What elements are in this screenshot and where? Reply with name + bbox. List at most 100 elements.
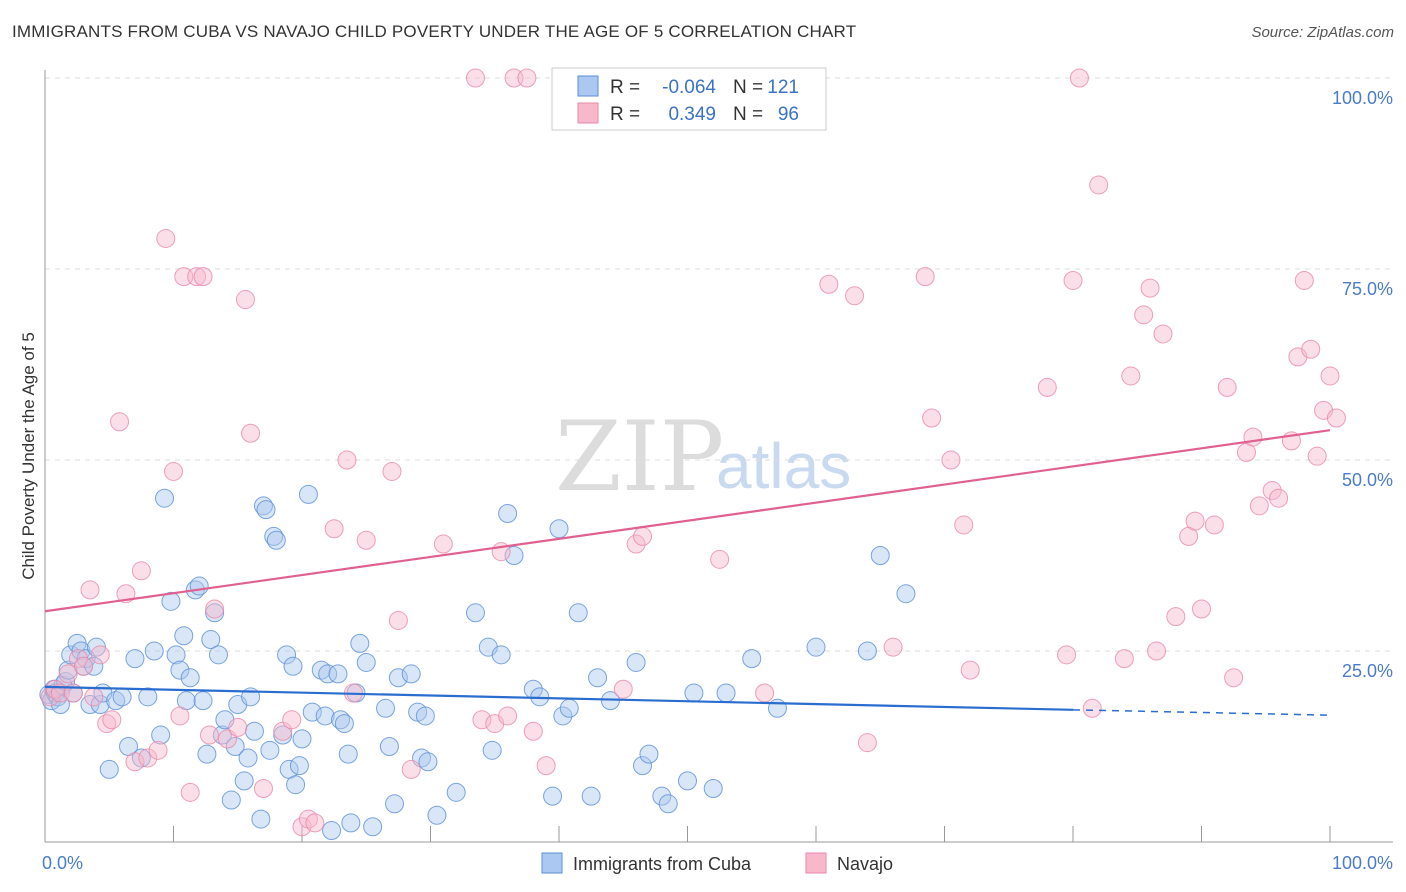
cuba-point-116 bbox=[742, 649, 762, 669]
navajo-point-61 bbox=[857, 733, 877, 753]
bottom-legend-swatch-navajo bbox=[805, 852, 827, 874]
navajo-point-79 bbox=[1153, 324, 1173, 344]
cuba-point-38 bbox=[193, 691, 213, 711]
series-navajo-points bbox=[40, 68, 1346, 837]
cuba-point-78 bbox=[356, 652, 376, 672]
legend-r-label-navajo: R = bbox=[610, 104, 640, 125]
bottom-legend-swatch-cuba bbox=[541, 852, 563, 874]
cuba-point-63 bbox=[289, 756, 309, 776]
navajo-point-63 bbox=[915, 267, 935, 287]
legend-r-value-navajo: 0.349 bbox=[668, 104, 716, 125]
cuba-point-29 bbox=[155, 488, 175, 508]
navajo-point-31 bbox=[253, 779, 273, 799]
cuba-point-114 bbox=[703, 779, 723, 799]
cuba-point-59 bbox=[277, 645, 297, 665]
navajo-point-83 bbox=[1192, 599, 1211, 619]
cuba-point-79 bbox=[363, 817, 383, 837]
cuba-point-121 bbox=[896, 584, 916, 604]
navajo-point-68 bbox=[1037, 377, 1057, 397]
navajo-point-24 bbox=[193, 267, 213, 287]
cuba-point-115 bbox=[716, 683, 736, 703]
navajo-point-17 bbox=[148, 740, 168, 760]
navajo-point-89 bbox=[1249, 496, 1269, 516]
legend-n-value-navajo: 96 bbox=[778, 104, 799, 125]
navajo-point-88 bbox=[1243, 427, 1263, 447]
navajo-point-44 bbox=[433, 534, 453, 554]
cuba-point-118 bbox=[806, 637, 826, 657]
navajo-point-64 bbox=[922, 408, 942, 428]
y-axis-title: Child Poverty Under the Age of 5 bbox=[19, 332, 38, 580]
cuba-point-74 bbox=[338, 744, 358, 764]
navajo-point-80 bbox=[1166, 607, 1186, 627]
cuba-point-32 bbox=[170, 660, 190, 680]
cuba-point-72 bbox=[331, 710, 351, 730]
navajo-point-34 bbox=[292, 817, 312, 837]
cuba-point-113 bbox=[684, 683, 704, 703]
navajo-point-19 bbox=[164, 461, 183, 481]
cuba-point-69 bbox=[318, 664, 338, 684]
navajo-point-99 bbox=[1326, 408, 1346, 428]
y-tick-label-50: 50.0% bbox=[1342, 470, 1393, 490]
legend-n-label-cuba: N = bbox=[733, 77, 763, 98]
navajo-point-96 bbox=[1307, 446, 1327, 466]
cuba-point-5 bbox=[50, 694, 70, 714]
navajo-point-45 bbox=[465, 68, 485, 88]
cuba-point-40 bbox=[201, 630, 221, 650]
cuba-point-108 bbox=[633, 756, 653, 776]
cuba-point-103 bbox=[568, 603, 588, 623]
navajo-point-11 bbox=[102, 710, 122, 730]
cuba-point-39 bbox=[197, 744, 217, 764]
cuba-point-22 bbox=[112, 687, 132, 707]
cuba-point-26 bbox=[138, 687, 158, 707]
cuba-point-104 bbox=[581, 786, 601, 806]
navajo-point-66 bbox=[954, 515, 974, 535]
navajo-point-95 bbox=[1301, 339, 1321, 359]
x-axis-ticks bbox=[173, 826, 1331, 842]
cuba-point-77 bbox=[350, 633, 370, 653]
navajo-point-94 bbox=[1294, 270, 1314, 290]
navajo-point-22 bbox=[180, 782, 200, 802]
cuba-point-27 bbox=[144, 641, 164, 661]
cuba-point-111 bbox=[658, 794, 678, 814]
trend-line-cuba-extension bbox=[1072, 709, 1331, 716]
navajo-point-52 bbox=[523, 721, 543, 741]
navajo-point-41 bbox=[382, 461, 402, 481]
navajo-point-30 bbox=[241, 423, 261, 443]
navajo-point-33 bbox=[282, 710, 302, 730]
cuba-point-42 bbox=[208, 645, 228, 665]
cuba-point-54 bbox=[256, 500, 276, 520]
cuba-point-33 bbox=[174, 626, 194, 646]
gridlines bbox=[45, 77, 1393, 652]
navajo-point-20 bbox=[170, 706, 190, 726]
navajo-point-51 bbox=[517, 68, 537, 88]
cuba-point-84 bbox=[401, 664, 421, 684]
cuba-point-120 bbox=[870, 546, 890, 565]
cuba-point-119 bbox=[857, 641, 877, 661]
navajo-point-49 bbox=[498, 706, 518, 726]
navajo-point-1 bbox=[45, 679, 65, 699]
cuba-point-20 bbox=[99, 759, 119, 779]
cuba-point-35 bbox=[180, 668, 200, 688]
bottom-legend-label-navajo: Navajo bbox=[837, 854, 893, 874]
navajo-point-42 bbox=[388, 610, 408, 630]
y-tick-label-75: 75.0% bbox=[1342, 279, 1393, 299]
navajo-point-67 bbox=[960, 660, 980, 680]
cuba-point-31 bbox=[166, 645, 186, 665]
navajo-point-71 bbox=[1069, 68, 1089, 88]
navajo-point-14 bbox=[125, 752, 145, 772]
navajo-point-26 bbox=[205, 599, 225, 619]
cuba-point-89 bbox=[427, 805, 447, 825]
cuba-point-45 bbox=[221, 790, 241, 810]
navajo-point-56 bbox=[633, 526, 653, 546]
cuba-point-88 bbox=[418, 752, 438, 772]
cuba-point-107 bbox=[626, 652, 646, 672]
cuba-point-110 bbox=[652, 786, 672, 806]
x-tick-label-0: 0.0% bbox=[42, 853, 83, 873]
legend-n-value-cuba: 121 bbox=[767, 77, 799, 98]
cuba-point-61 bbox=[283, 656, 303, 676]
navajo-point-43 bbox=[401, 759, 421, 779]
cuba-point-91 bbox=[465, 603, 485, 623]
cuba-point-28 bbox=[151, 725, 171, 745]
y-tick-label-100: 100.0% bbox=[1332, 88, 1393, 108]
series-cuba-points bbox=[39, 484, 916, 841]
